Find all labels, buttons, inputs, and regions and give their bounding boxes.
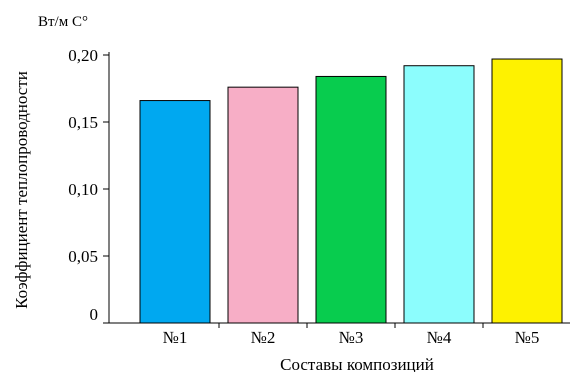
y-tick-label: 0 [90,305,99,324]
x-axis-title: Составы композиций [280,355,434,372]
bar-2 [227,86,299,324]
y-tick-label: 0,10 [68,180,98,199]
y-tick-label: 0,05 [68,247,98,266]
bars-group [139,58,563,324]
y-tick-label: 0,15 [68,113,98,132]
x-tick-label: №2 [251,328,276,347]
bar-5 [491,58,563,324]
x-tick-label: №3 [339,328,364,347]
bar-4 [403,65,475,324]
bar-1 [139,100,211,324]
x-tick-label: №5 [515,328,540,347]
y-axis-title: Коэффициент теплопроводности [12,71,31,309]
y-unit-label: Вт/м С° [38,14,88,30]
x-tick-label: №1 [163,328,188,347]
ticks-group: №1 №2 №3 №4 №5 0 0,05 0,10 0,15 0,20 [68,46,539,347]
y-tick-label: 0,20 [68,46,98,65]
axes-group [103,52,570,328]
x-tick-label: №4 [427,328,452,347]
bar-3 [315,75,387,324]
